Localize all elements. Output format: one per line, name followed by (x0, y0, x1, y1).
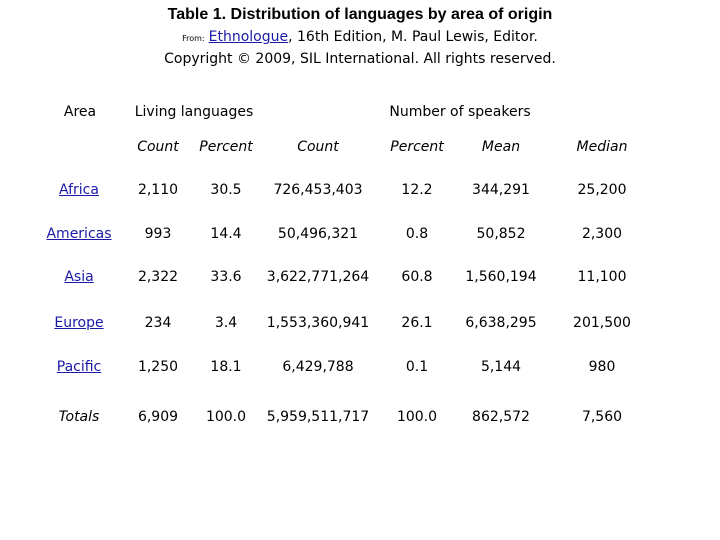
subheader-speakers-median: Median (576, 139, 628, 155)
speakers-mean-cell: 6,638,295 (465, 315, 537, 331)
speakers-count-cell: 50,496,321 (277, 226, 359, 242)
living-count-cell: 2,322 (137, 269, 179, 285)
speakers-percent-cell: 12.2 (401, 182, 433, 198)
speakers-count-cell: 6,429,788 (282, 359, 354, 375)
speakers-mean-cell: 5,144 (480, 359, 522, 375)
header-number-of-speakers: Number of speakers (389, 104, 531, 120)
speakers-percent-cell: 100.0 (396, 409, 438, 425)
subheader-living-percent: Percent (199, 139, 253, 155)
speakers-percent-cell: 0.1 (405, 359, 429, 375)
subheader-speakers-count: Count (297, 139, 339, 155)
speakers-median-cell: 201,500 (573, 315, 631, 331)
subheader-speakers-mean: Mean (481, 139, 521, 155)
living-percent-cell: 33.6 (210, 269, 242, 285)
area-link[interactable]: Europe (54, 315, 104, 331)
living-percent-cell: 100.0 (205, 409, 247, 425)
speakers-percent-cell: 60.8 (401, 269, 433, 285)
area-link[interactable]: Pacific (56, 359, 102, 375)
header-area: Area (63, 104, 97, 120)
living-count-cell: 1,250 (137, 359, 179, 375)
living-count-cell: 2,110 (137, 182, 179, 198)
living-count-cell: 234 (144, 315, 172, 331)
source-line-1: From: Ethnologue, 16th Edition, M. Paul L… (0, 27, 720, 49)
living-count-cell: 993 (144, 226, 172, 242)
table-title: Table 1. Distribution of languages by ar… (167, 6, 553, 23)
source-rest: , 16th Edition, M. Paul Lewis, Editor. (288, 29, 538, 45)
living-percent-cell: 3.4 (214, 315, 238, 331)
speakers-percent-cell: 26.1 (401, 315, 433, 331)
speakers-percent-cell: 0.8 (405, 226, 429, 242)
area-cell[interactable]: Africa (59, 182, 99, 198)
speakers-mean-cell: 50,852 (476, 226, 526, 242)
area-link[interactable]: Americas (46, 226, 112, 242)
source-citation: From: Ethnologue, 16th Edition, M. Paul L… (0, 27, 720, 70)
speakers-count-cell: 726,453,403 (273, 182, 363, 198)
subheader-living-count: Count (137, 139, 179, 155)
from-label: From: (182, 34, 205, 43)
speakers-median-cell: 2,300 (581, 226, 623, 242)
speakers-count-cell: 5,959,511,717 (266, 409, 370, 425)
speakers-median-cell: 980 (588, 359, 616, 375)
area-cell[interactable]: Europe (54, 315, 103, 331)
area-cell: Totals (58, 409, 100, 425)
speakers-count-cell: 1,553,360,941 (266, 315, 370, 331)
subheader-speakers-percent: Percent (390, 139, 444, 155)
living-percent-cell: 14.4 (210, 226, 242, 242)
area-cell[interactable]: Asia (64, 269, 93, 285)
speakers-mean-cell: 1,560,194 (465, 269, 537, 285)
speakers-median-cell: 7,560 (581, 409, 623, 425)
area-link[interactable]: Africa (59, 182, 99, 198)
area-cell[interactable]: Americas (46, 226, 111, 242)
living-percent-cell: 18.1 (210, 359, 242, 375)
speakers-median-cell: 25,200 (577, 182, 627, 198)
area-link[interactable]: Asia (64, 269, 94, 285)
living-percent-cell: 30.5 (210, 182, 242, 198)
area-cell[interactable]: Pacific (57, 359, 102, 375)
copyright-line: Copyright © 2009, SIL International. All… (164, 51, 556, 67)
ethnologue-link[interactable]: Ethnologue (208, 29, 289, 45)
speakers-mean-cell: 862,572 (472, 409, 530, 425)
header-living-languages: Living languages (134, 104, 254, 120)
speakers-count-cell: 3,622,771,264 (266, 269, 370, 285)
speakers-median-cell: 11,100 (577, 269, 627, 285)
living-count-cell: 6,909 (137, 409, 179, 425)
speakers-mean-cell: 344,291 (472, 182, 530, 198)
